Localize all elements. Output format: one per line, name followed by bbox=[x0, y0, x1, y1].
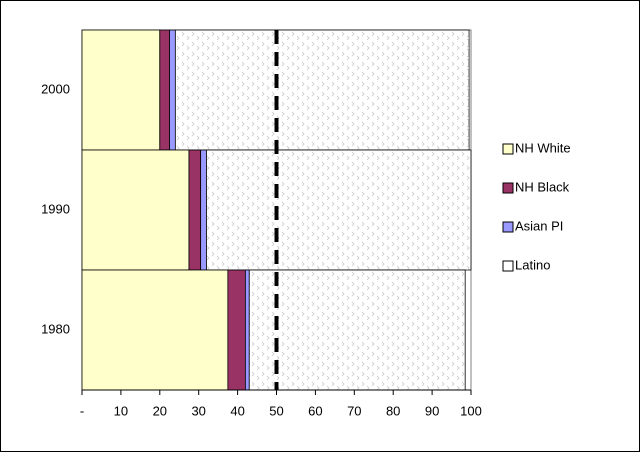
legend-label: Asian PI bbox=[515, 218, 563, 233]
x-tick-label: 70 bbox=[347, 403, 361, 418]
bar-pattern bbox=[175, 30, 470, 150]
legend-label: Latino bbox=[515, 257, 550, 272]
bar-segment bbox=[188, 149, 202, 271]
bar-segment bbox=[227, 269, 246, 391]
x-tick-label: - bbox=[80, 403, 84, 418]
legend-label: NH Black bbox=[515, 179, 570, 194]
legend-swatch bbox=[502, 221, 514, 233]
x-tick-label: 50 bbox=[269, 403, 283, 418]
y-tick-label: 1990 bbox=[41, 201, 70, 216]
bar-segment bbox=[81, 29, 161, 151]
x-tick-label: 60 bbox=[308, 403, 322, 418]
x-tick-label: 30 bbox=[191, 403, 205, 418]
legend-swatch bbox=[502, 143, 514, 155]
legend-swatch bbox=[502, 260, 514, 272]
bar-segment bbox=[81, 149, 190, 271]
y-tick-label: 1980 bbox=[41, 321, 70, 336]
y-tick-label: 2000 bbox=[41, 81, 70, 96]
x-tick-label: 40 bbox=[230, 403, 244, 418]
x-tick-label: 80 bbox=[386, 403, 400, 418]
bar-segment bbox=[81, 269, 229, 391]
legend-label: NH White bbox=[515, 140, 571, 155]
bar-pattern bbox=[249, 270, 466, 390]
x-tick-label: 20 bbox=[153, 403, 167, 418]
bar-segment bbox=[200, 149, 207, 271]
bar-pattern bbox=[206, 150, 472, 270]
bar-segment bbox=[169, 29, 176, 151]
bar-segment bbox=[159, 29, 170, 151]
bar-segment bbox=[244, 269, 250, 391]
legend-swatch bbox=[502, 182, 514, 194]
x-tick-label: 100 bbox=[460, 403, 482, 418]
x-tick-label: 90 bbox=[425, 403, 439, 418]
x-tick-label: 10 bbox=[114, 403, 128, 418]
